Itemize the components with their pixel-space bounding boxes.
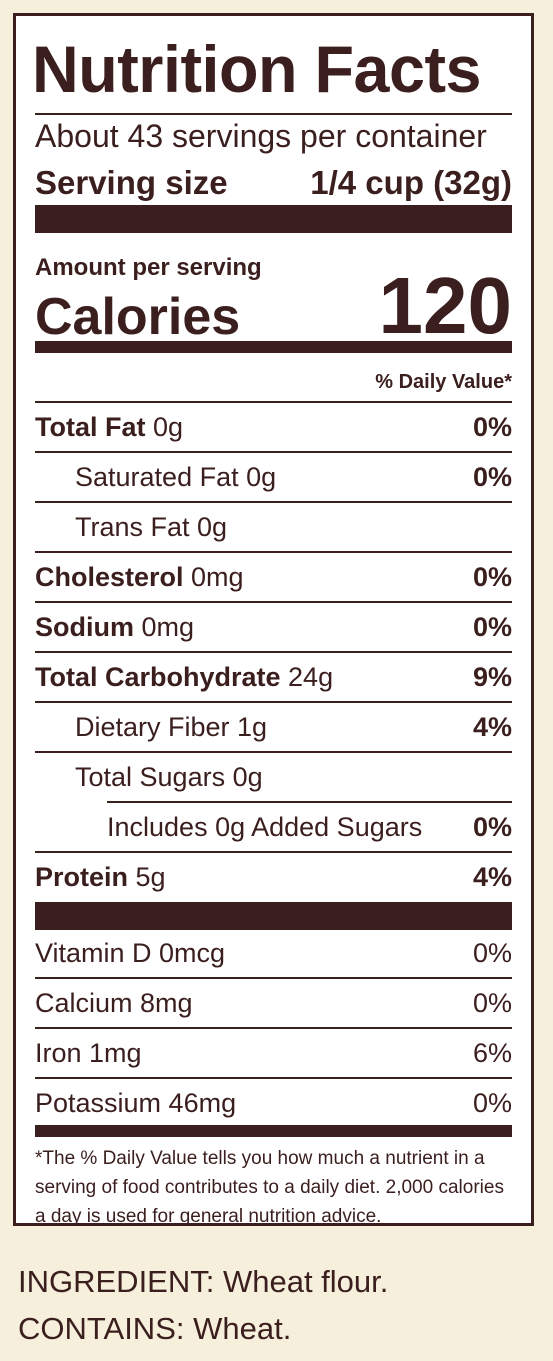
nutrition-facts-panel: Nutrition Facts About 43 servings per co… — [13, 13, 534, 1227]
thick-divider — [35, 205, 512, 233]
divider — [35, 113, 512, 115]
allergens-text: CONTAINS: Wheat. — [18, 1311, 292, 1346]
nutrient-row-added-sugars: Includes 0g Added Sugars 0% — [35, 802, 512, 852]
nutrient-row-trans-fat: Trans Fat 0g — [35, 502, 512, 552]
vitamin-name: Calcium 8mg — [35, 988, 193, 1018]
nutrient-name: Sodium — [35, 612, 134, 642]
nutrient-row-saturated-fat: Saturated Fat 0g 0% — [35, 452, 512, 502]
nutrient-name: Cholesterol — [35, 562, 184, 592]
nutrition-facts-title: Nutrition Facts — [32, 32, 482, 106]
divider — [35, 501, 512, 503]
amount-per-serving: Amount per serving — [35, 254, 262, 281]
divider — [35, 451, 512, 453]
divider — [35, 651, 512, 653]
nutrient-name: Trans Fat 0g — [75, 512, 228, 542]
nutrient-dv: 0% — [472, 412, 512, 442]
divider — [35, 851, 512, 853]
divider — [35, 977, 512, 979]
nutrient-row-cholesterol: Cholesterol 0mg 0% — [35, 552, 512, 602]
vitamin-row-potassium: Potassium 46mg 0% — [35, 1078, 512, 1128]
serving-size-row: Serving size 1/4 cup (32g) — [35, 166, 512, 199]
divider — [35, 601, 512, 603]
divider — [35, 701, 512, 703]
nutrient-row-protein: Protein 5g 4% — [35, 852, 512, 902]
divider — [35, 1027, 512, 1029]
nutrient-name: Protein — [35, 862, 129, 892]
divider — [35, 551, 512, 553]
vitamin-dv: 0% — [472, 1088, 512, 1118]
vitamin-name: Vitamin D 0mcg — [35, 938, 226, 968]
divider — [35, 1077, 512, 1079]
servings-per-container: About 43 servings per container — [35, 118, 487, 154]
calories-label: Calories — [35, 288, 241, 346]
nutrient-row-sodium: Sodium 0mg 0% — [35, 602, 512, 652]
nutrient-dv: 0% — [472, 812, 512, 842]
daily-value-header: % Daily Value* — [375, 371, 512, 393]
nutrient-name: Includes 0g Added Sugars — [107, 812, 423, 842]
nutrient-amount: 24g — [280, 662, 334, 692]
nutrient-amount: 0mg — [134, 612, 195, 642]
nutrient-name: Total Sugars 0g — [75, 762, 263, 792]
nutrient-amount: 0g — [145, 412, 184, 442]
nutrient-dv: 0% — [472, 562, 512, 592]
nutrient-name: Saturated Fat 0g — [75, 462, 277, 492]
daily-value-footnote: *The % Daily Value tells you how much a … — [35, 1148, 504, 1227]
medium-divider — [35, 341, 512, 353]
thick-divider — [35, 902, 512, 930]
nutrient-name: Total Carbohydrate — [35, 662, 281, 692]
vitamin-row-calcium: Calcium 8mg 0% — [35, 978, 512, 1028]
nutrient-dv: 0% — [472, 612, 512, 642]
vitamin-name: Iron 1mg — [35, 1038, 142, 1068]
vitamin-row-iron: Iron 1mg 6% — [35, 1028, 512, 1078]
divider — [35, 401, 512, 403]
nutrient-dv: 4% — [472, 712, 512, 742]
nutrient-row-dietary-fiber: Dietary Fiber 1g 4% — [35, 702, 512, 752]
nutrient-name: Total Fat — [35, 412, 146, 442]
vitamin-dv: 0% — [472, 938, 512, 968]
nutrient-dv: 9% — [472, 662, 512, 692]
ingredients-text: INGREDIENT: Wheat flour. — [18, 1264, 389, 1299]
vitamin-dv: 6% — [472, 1038, 512, 1068]
medium-divider — [35, 1125, 512, 1137]
nutrient-row-total-carbohydrate: Total Carbohydrate 24g 9% — [35, 652, 512, 702]
nutrient-dv: 4% — [472, 862, 512, 892]
nutrient-amount: 0mg — [183, 562, 244, 592]
vitamin-name: Potassium 46mg — [35, 1088, 237, 1118]
nutrient-row-total-fat: Total Fat 0g 0% — [35, 402, 512, 452]
divider — [107, 801, 512, 803]
nutrient-dv: 0% — [472, 462, 512, 492]
nutrient-row-total-sugars: Total Sugars 0g — [35, 752, 512, 802]
nutrient-name: Dietary Fiber 1g — [75, 712, 268, 742]
vitamin-dv: 0% — [472, 988, 512, 1018]
serving-size-value: 1/4 cup (32g) — [310, 164, 512, 201]
serving-size-label: Serving size — [35, 164, 228, 201]
vitamin-row-vitamin-d: Vitamin D 0mcg 0% — [35, 928, 512, 978]
divider — [35, 751, 512, 753]
calories-value: 120 — [378, 261, 512, 350]
nutrient-amount: 5g — [128, 862, 166, 892]
